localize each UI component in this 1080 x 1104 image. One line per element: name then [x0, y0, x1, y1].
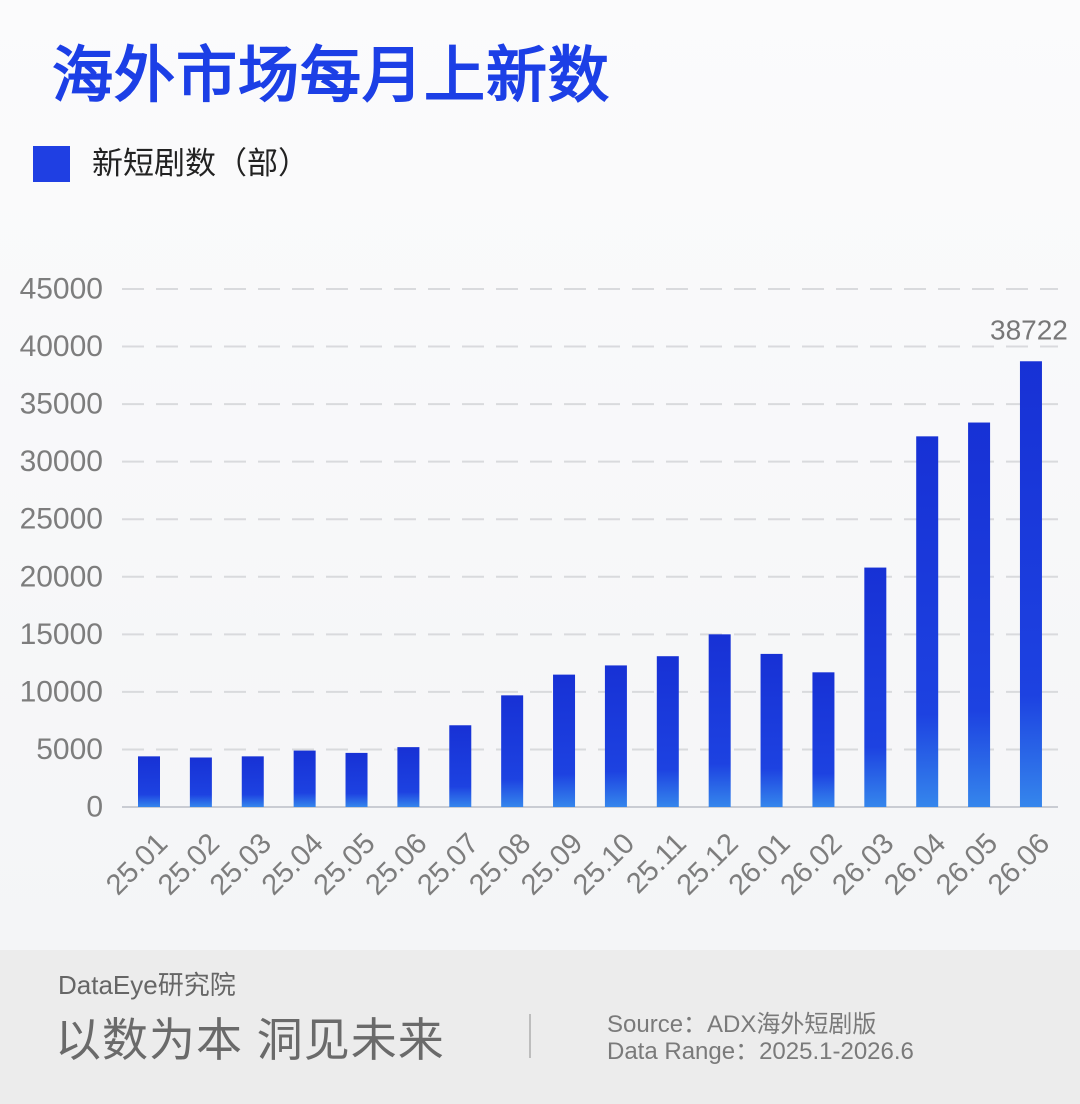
bar-26-05: [968, 422, 991, 807]
data-labels: 38722: [990, 314, 1068, 345]
bar-25-04: [293, 750, 316, 807]
bar-25-07: [449, 725, 472, 807]
y-axis-tick-labels: 0 5000 10000 15000 20000 25000 30000 35000 40000…: [20, 273, 103, 824]
bar-26-04: [916, 436, 939, 807]
bar-26-03: [864, 567, 887, 807]
bar-25-06: [397, 747, 420, 807]
footer-divider: [529, 1014, 531, 1058]
bar-25-08: [501, 695, 524, 807]
brand-name: DataEye研究院: [58, 970, 236, 1000]
bar-25-02: [189, 757, 212, 807]
data-range-note: Data Range：2025.1-2026.6: [607, 1038, 914, 1065]
bar-25-03: [241, 756, 264, 807]
bars: [138, 361, 1042, 807]
bar-26-06: [1019, 361, 1042, 807]
x-axis-tick-labels: 25.0125.0225.0325.0425.0525.0625.0725.08…: [100, 827, 1056, 901]
bar-25-01: [138, 756, 160, 807]
y-tick-label: 15000: [20, 618, 103, 651]
y-tick-label: 10000: [20, 675, 103, 708]
footer: DataEye研究院 以数为本 洞见未来 Source：ADX海外短剧版 Dat…: [0, 950, 1080, 1104]
y-tick-label: 25000: [20, 503, 103, 536]
gridlines: [122, 288, 1058, 808]
bar-26-01: [760, 653, 783, 807]
bar-chart: 0 5000 10000 15000 20000 25000 30000 35000 40000…: [20, 273, 1068, 902]
bar-25-05: [345, 752, 368, 807]
y-tick-label: 45000: [20, 273, 103, 306]
x-tick-label-26-06: 26.06: [982, 827, 1056, 901]
bar-25-12: [708, 634, 731, 807]
y-tick-label: 35000: [20, 388, 103, 421]
x-tick-label-25-10: 25.10: [567, 827, 641, 901]
source-note: Source：ADX海外短剧版: [607, 1011, 877, 1038]
legend-swatch: [33, 146, 70, 182]
data-label: 38722: [990, 314, 1068, 345]
bar-25-09: [553, 674, 576, 807]
bar-25-11: [656, 656, 679, 807]
slogan: 以数为本 洞见未来: [55, 1014, 445, 1066]
bar-26-02: [812, 672, 835, 807]
y-tick-label: 5000: [36, 733, 103, 766]
y-tick-label: 0: [86, 791, 103, 824]
bar-25-10: [604, 665, 627, 807]
y-tick-label: 20000: [20, 560, 103, 593]
y-tick-label: 30000: [20, 445, 103, 478]
chart-title: 海外市场每月上新数: [52, 41, 611, 109]
y-tick-label: 40000: [20, 330, 103, 363]
legend-label: 新短剧数（部）: [92, 146, 309, 181]
